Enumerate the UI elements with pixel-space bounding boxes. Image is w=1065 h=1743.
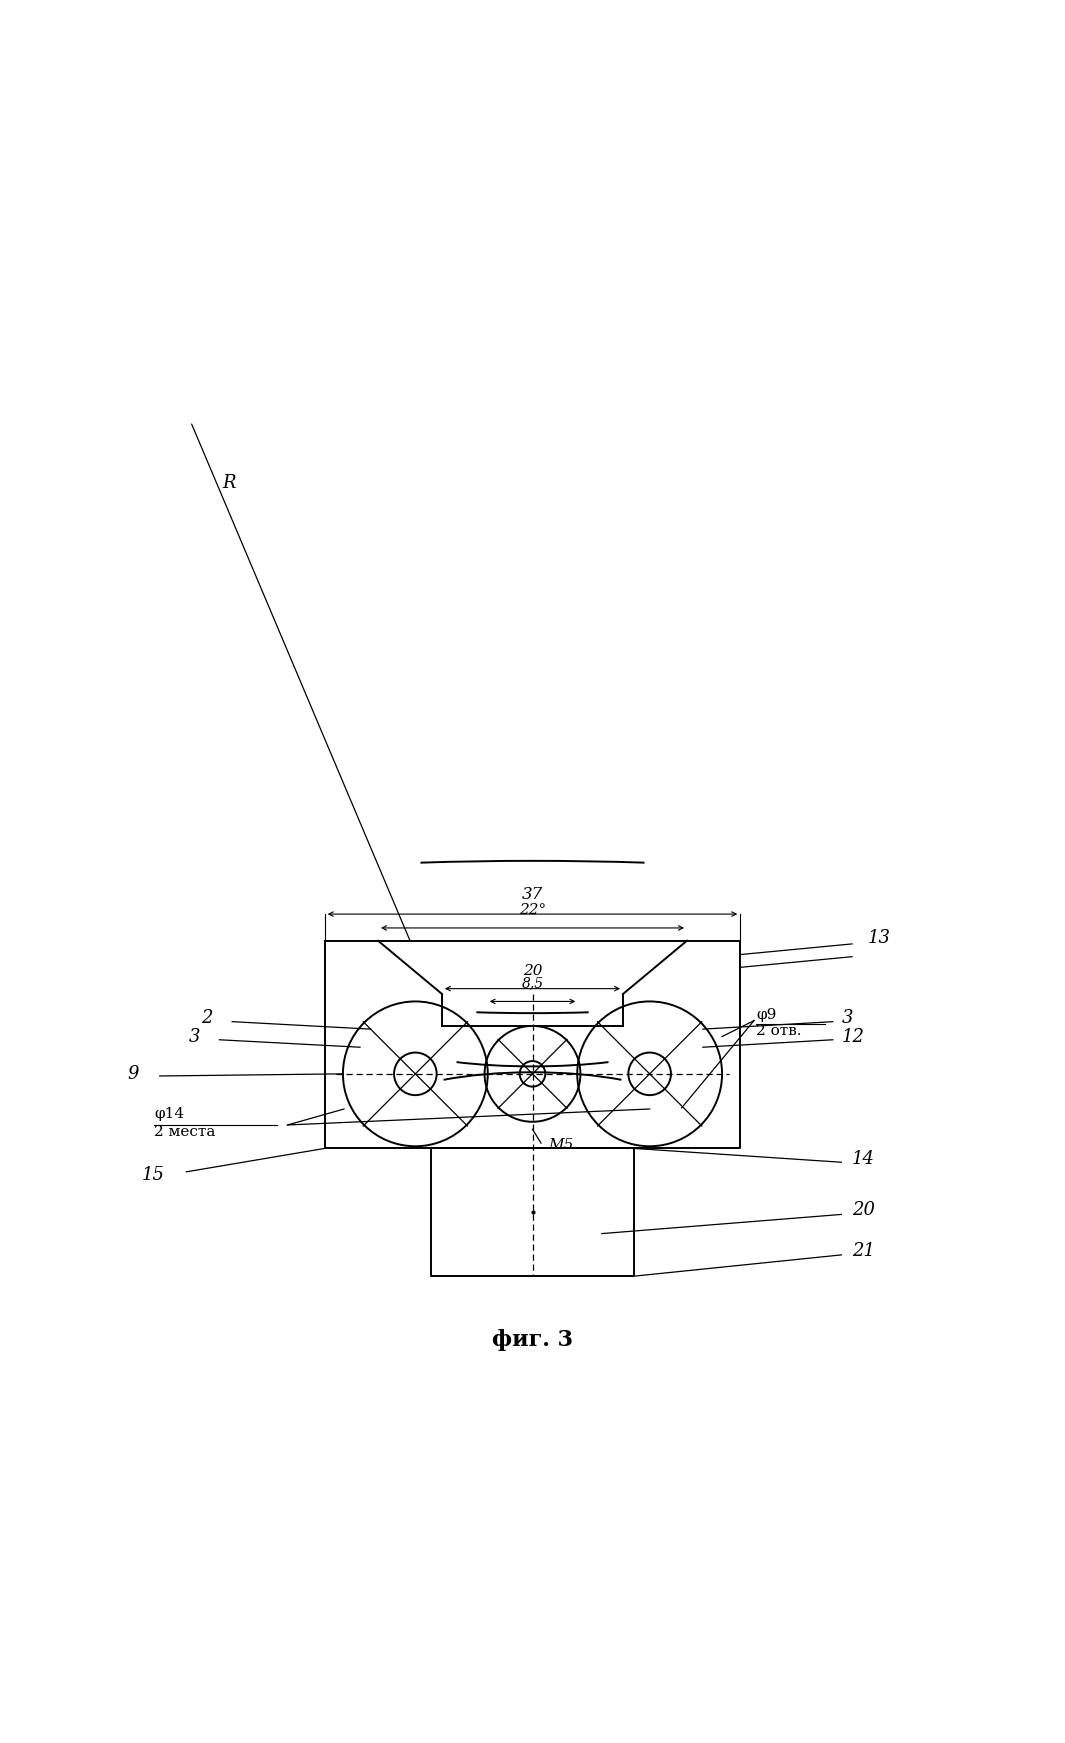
- Text: 13: 13: [868, 929, 891, 946]
- Text: 9: 9: [127, 1065, 138, 1082]
- Text: R: R: [223, 474, 235, 492]
- Text: 22°: 22°: [519, 903, 546, 917]
- Text: 37: 37: [522, 887, 543, 903]
- Text: 15: 15: [142, 1166, 165, 1183]
- Text: 14: 14: [852, 1150, 875, 1168]
- Text: 21: 21: [852, 1241, 875, 1260]
- Text: φ9: φ9: [756, 1007, 776, 1023]
- Text: φ14: φ14: [154, 1107, 184, 1121]
- Text: 3: 3: [189, 1028, 200, 1046]
- Text: 2 места: 2 места: [154, 1126, 216, 1140]
- Text: 20: 20: [852, 1201, 875, 1218]
- Text: 20: 20: [523, 964, 542, 978]
- Text: 12: 12: [841, 1028, 865, 1046]
- Text: фиг. 3: фиг. 3: [492, 1330, 573, 1351]
- Text: 2: 2: [201, 1009, 213, 1027]
- Text: 8,5: 8,5: [522, 976, 543, 990]
- Text: M5: M5: [548, 1138, 574, 1152]
- Text: 3: 3: [841, 1009, 853, 1027]
- Text: 2 отв.: 2 отв.: [756, 1025, 802, 1039]
